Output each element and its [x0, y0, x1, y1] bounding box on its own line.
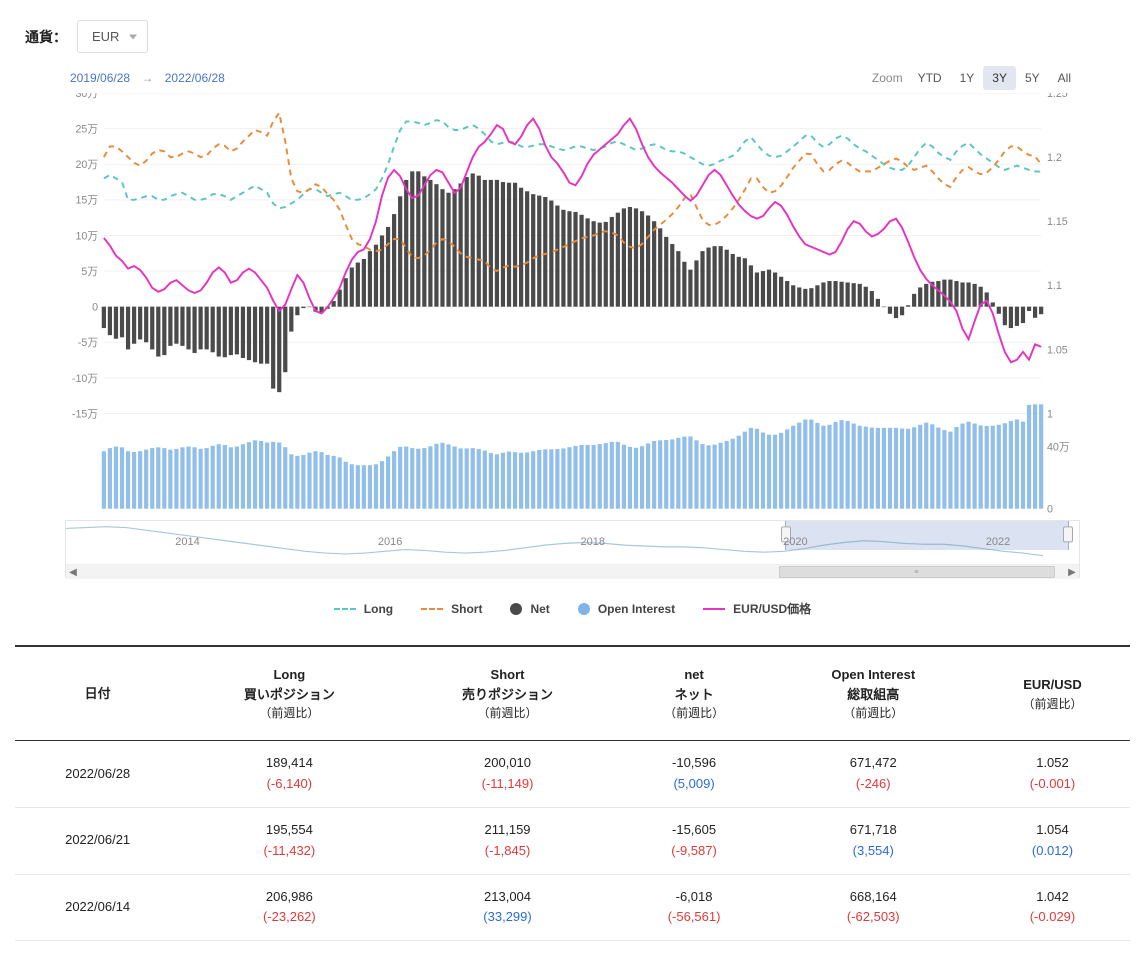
table-cell: 1.042(-0.029)	[975, 874, 1130, 941]
date-range[interactable]: 2019/06/28 → 2022/06/28	[70, 71, 225, 85]
svg-text:20万: 20万	[75, 159, 98, 171]
svg-text:10万: 10万	[75, 230, 98, 242]
nav-tick: 2018	[581, 536, 605, 548]
table-cell: 211,159(-1,845)	[398, 807, 616, 874]
legend-long[interactable]: Long	[334, 602, 393, 616]
legend-oi-label: Open Interest	[598, 602, 675, 616]
legend-oi[interactable]: Open Interest	[578, 602, 675, 616]
data-table-wrap: 日付 Long 買いポジション （前週比） Short 売りポジション （前週比…	[15, 645, 1130, 941]
date-from: 2019/06/28	[70, 71, 130, 85]
svg-text:1.15: 1.15	[1047, 216, 1068, 228]
svg-text:5万: 5万	[81, 266, 98, 278]
scroll-left-icon[interactable]: ◀	[66, 565, 80, 579]
date-to: 2022/06/28	[165, 71, 225, 85]
arrow-icon: →	[141, 71, 153, 85]
svg-text:40万: 40万	[1047, 441, 1070, 453]
legend-price[interactable]: EUR/USD価格	[703, 600, 811, 617]
th-price: EUR/USD （前週比）	[975, 647, 1130, 741]
table-cell: 668,164(-62,503)	[772, 874, 975, 941]
table-cell: 671,472(-246)	[772, 741, 975, 808]
table-date: 2022/06/21	[15, 807, 180, 874]
table-cell: -10,596(5,009)	[617, 741, 772, 808]
svg-text:30万: 30万	[75, 93, 98, 100]
scroll-right-icon[interactable]: ▶	[1065, 565, 1079, 579]
currency-label: 通貨：	[25, 27, 67, 47]
svg-text:1.05: 1.05	[1047, 344, 1068, 356]
th-oi: Open Interest 総取組高 （前週比）	[772, 647, 975, 741]
legend-short[interactable]: Short	[421, 602, 482, 616]
table-cell: 671,718(3,554)	[772, 807, 975, 874]
navigator-handle-right[interactable]	[1063, 526, 1073, 542]
svg-text:0: 0	[1047, 504, 1053, 516]
zoom-controls: Zoom YTD1Y3Y5YAll	[872, 71, 1080, 85]
navigator-scrollbar[interactable]: ◀ ▶	[66, 565, 1079, 579]
chart-legend: Long Short Net Open Interest EUR/USD価格	[15, 578, 1130, 645]
table-cell: 195,554(-11,432)	[180, 807, 398, 874]
svg-text:15万: 15万	[75, 195, 98, 207]
svg-text:0: 0	[92, 302, 98, 314]
page-root: 通貨： EUR 2019/06/28 → 2022/06/28 Zoom YTD…	[0, 0, 1145, 941]
table-cell: 1.054(0.012)	[975, 807, 1130, 874]
table-cell: 1.052(-0.001)	[975, 741, 1130, 808]
legend-short-label: Short	[451, 602, 482, 616]
main-chart[interactable]: -15万 -10万 -5万 0 5万 10万 15万 20万 25万 30万 1 1.05 1.1 1.1…	[65, 93, 1080, 520]
table-cell: 200,010(-11,149)	[398, 741, 616, 808]
legend-price-label: EUR/USD価格	[733, 600, 811, 617]
chart-area: -15万 -10万 -5万 0 5万 10万 15万 20万 25万 30万 1 1.05 1.1 1.1…	[15, 85, 1130, 520]
svg-text:1.25: 1.25	[1047, 93, 1068, 100]
table-row: 2022/06/28189,414(-6,140)200,010(-11,149…	[15, 741, 1130, 808]
table-cell: 213,004(33,299)	[398, 874, 616, 941]
currency-select[interactable]: EUR	[77, 20, 148, 53]
th-short: Short 売りポジション （前週比）	[398, 647, 616, 741]
svg-text:1.1: 1.1	[1047, 280, 1062, 292]
table-body: 2022/06/28189,414(-6,140)200,010(-11,149…	[15, 741, 1130, 941]
zoom-label: Zoom	[872, 71, 903, 85]
legend-long-swatch	[334, 608, 356, 610]
svg-text:25万: 25万	[75, 123, 98, 135]
nav-tick: 2022	[986, 536, 1010, 548]
table-row: 2022/06/14206,986(-23,262)213,004(33,299…	[15, 874, 1130, 941]
table-cell: 206,986(-23,262)	[180, 874, 398, 941]
svg-text:1.2: 1.2	[1047, 152, 1062, 164]
scrollbar-thumb[interactable]	[779, 566, 1055, 578]
table-cell: 189,414(-6,140)	[180, 741, 398, 808]
th-date: 日付	[15, 647, 180, 741]
th-long: Long 買いポジション （前週比）	[180, 647, 398, 741]
currency-row: 通貨： EUR	[15, 20, 1130, 53]
legend-price-swatch	[703, 608, 725, 610]
legend-short-swatch	[421, 608, 443, 610]
legend-net[interactable]: Net	[510, 602, 549, 616]
legend-net-swatch	[510, 603, 522, 615]
data-table: 日付 Long 買いポジション （前週比） Short 売りポジション （前週比…	[15, 647, 1130, 941]
svg-text:-15万: -15万	[72, 408, 98, 420]
top-controls: 2019/06/28 → 2022/06/28 Zoom YTD1Y3Y5YAl…	[15, 71, 1130, 85]
table-date: 2022/06/14	[15, 874, 180, 941]
table-cell: -6,018(-56,561)	[617, 874, 772, 941]
svg-text:1: 1	[1047, 408, 1053, 420]
table-cell: -15,605(-9,587)	[617, 807, 772, 874]
th-net: net ネット （前週比）	[617, 647, 772, 741]
nav-tick: 2014	[175, 536, 199, 548]
nav-tick: 2020	[783, 536, 807, 548]
scrollbar-track[interactable]	[80, 565, 1065, 579]
legend-oi-swatch	[578, 603, 590, 615]
table-head: 日付 Long 買いポジション （前週比） Short 売りポジション （前週比…	[15, 647, 1130, 741]
table-date: 2022/06/28	[15, 741, 180, 808]
chart-navigator[interactable]: 2014 2016 2018 2020 2022 ◀ ▶	[65, 520, 1080, 578]
currency-value: EUR	[92, 29, 119, 44]
svg-text:-10万: -10万	[72, 373, 98, 385]
table-row: 2022/06/21195,554(-11,432)211,159(-1,845…	[15, 807, 1130, 874]
legend-long-label: Long	[364, 602, 393, 616]
legend-net-label: Net	[530, 602, 549, 616]
navigator-selection[interactable]	[785, 521, 1069, 550]
svg-text:-5万: -5万	[78, 337, 98, 349]
nav-tick: 2016	[378, 536, 402, 548]
